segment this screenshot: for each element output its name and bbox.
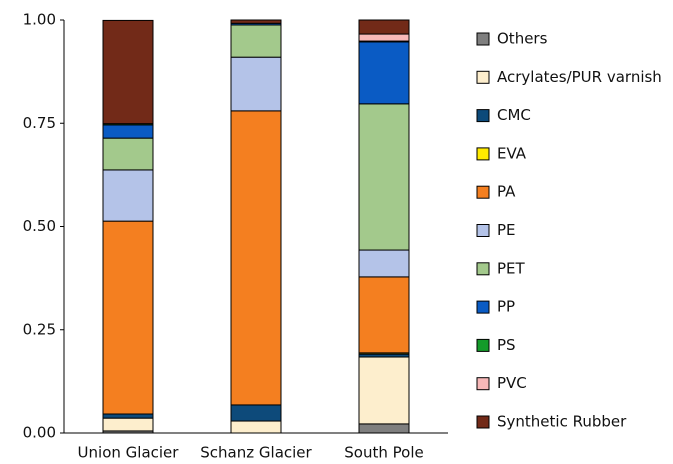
legend-swatch: [476, 262, 490, 276]
bar-segment: [230, 56, 282, 112]
y-tick-label: 0.25: [23, 320, 56, 338]
bar-segment: [230, 24, 282, 58]
y-tick-label: 0.50: [23, 217, 56, 235]
legend-swatch: [476, 377, 490, 391]
legend-label: Others: [497, 30, 548, 48]
legend-swatch: [476, 109, 490, 123]
bar-segment: [102, 220, 154, 415]
legend-swatch: [476, 70, 490, 84]
x-tick-label: Schanz Glacier: [200, 444, 312, 462]
bar-segment: [358, 33, 410, 42]
bar-segment: [102, 413, 154, 419]
bar-segment: [358, 249, 410, 278]
legend-label: PE: [497, 221, 516, 239]
y-tick-label: 0.00: [23, 424, 56, 442]
bar-segment: [230, 420, 282, 434]
legend-swatch: [476, 32, 490, 46]
legend-label: PVC: [497, 374, 527, 392]
bar-segment: [358, 19, 410, 35]
bar-segment: [358, 423, 410, 434]
bar-segment: [358, 276, 410, 354]
y-tick-label: 1.00: [23, 11, 56, 29]
bar-segment: [230, 110, 282, 406]
legend-label: Synthetic Rubber: [497, 413, 627, 431]
bar-segment: [102, 137, 154, 171]
legend-label: PS: [497, 336, 516, 354]
bar-segment: [358, 356, 410, 425]
legend-label: CMC: [497, 106, 531, 124]
bar-segment: [230, 404, 282, 422]
legend-swatch: [476, 185, 490, 199]
bar-segment: [102, 417, 154, 432]
legend-label: Acrylates/PUR varnish: [497, 68, 662, 86]
bar-segment: [358, 41, 410, 105]
legend-label: EVA: [497, 144, 527, 162]
legend-swatch: [476, 147, 490, 161]
y-tick-label: 0.75: [23, 114, 56, 132]
bar-segment: [358, 103, 410, 251]
legend-label: PET: [497, 259, 526, 277]
legend-label: PP: [497, 298, 515, 316]
bar-segment: [230, 19, 282, 24]
bar-segment: [102, 169, 154, 222]
bar-segment: [102, 124, 154, 139]
bar-segment: [102, 19, 154, 125]
legend-swatch: [476, 415, 490, 429]
x-tick-label: Union Glacier: [78, 444, 180, 462]
legend-label: PA: [497, 183, 516, 201]
legend-swatch: [476, 300, 490, 314]
legend-swatch: [476, 338, 490, 352]
x-tick-label: South Pole: [344, 444, 423, 462]
legend-swatch: [476, 224, 490, 237]
